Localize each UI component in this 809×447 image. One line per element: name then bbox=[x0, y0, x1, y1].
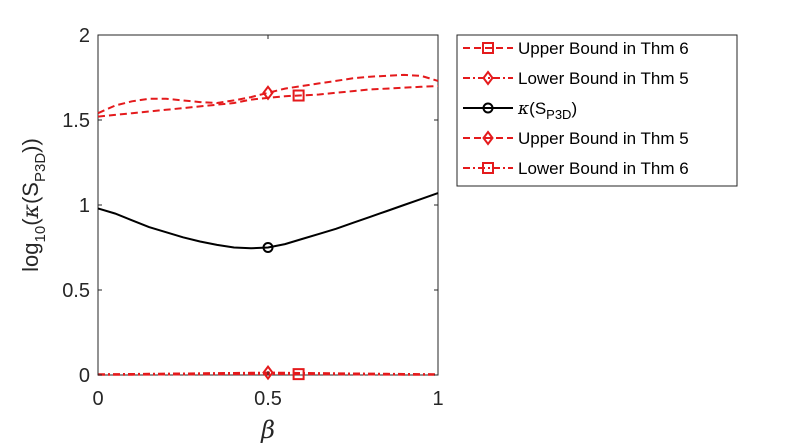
legend-marker bbox=[482, 42, 494, 54]
ylabel-kappa: κ bbox=[19, 203, 44, 219]
series-4 bbox=[97, 73, 439, 115]
series-marker bbox=[292, 368, 305, 381]
legend-label: κ(SP3D) bbox=[517, 99, 577, 122]
series-3 bbox=[97, 192, 439, 253]
x-axis-label: β bbox=[260, 416, 275, 444]
y-tick-label: 1 bbox=[79, 195, 90, 217]
x-tick-label: 0.5 bbox=[254, 388, 282, 410]
y-tick-label: 0.5 bbox=[62, 280, 90, 302]
series-marker bbox=[262, 85, 274, 101]
legend-entry: Lower Bound in Thm 5 bbox=[463, 69, 689, 88]
x-tick-label: 1 bbox=[432, 388, 443, 410]
legend-entry: κ(SP3D) bbox=[463, 99, 577, 122]
series-marker bbox=[262, 364, 274, 381]
ylabel-log: log bbox=[18, 242, 43, 271]
series-marker bbox=[262, 242, 274, 253]
y-tick-label: 1.5 bbox=[62, 110, 90, 132]
series-marker bbox=[292, 89, 305, 102]
y-tick-label: 2 bbox=[79, 25, 90, 47]
legend: Upper Bound in Thm 6 Lower Bound in Thm 5… bbox=[456, 34, 738, 187]
ylabel-subp3d: P3D bbox=[32, 153, 49, 182]
x-tick-label: 0 bbox=[92, 388, 103, 410]
legend-label: Upper Bound in Thm 5 bbox=[518, 129, 689, 148]
ylabel-s: (S bbox=[18, 182, 43, 204]
legend-entry: Upper Bound in Thm 5 bbox=[463, 129, 689, 148]
ylabel-close: )) bbox=[18, 138, 43, 153]
legend-entries: Upper Bound in Thm 6 Lower Bound in Thm 5… bbox=[463, 39, 689, 178]
legend-label: Lower Bound in Thm 5 bbox=[518, 69, 689, 88]
plot-area bbox=[97, 34, 439, 376]
legend-marker bbox=[482, 162, 494, 174]
ylabel-paren: ( bbox=[18, 218, 43, 226]
legend-marker bbox=[482, 130, 494, 146]
legend-entry: Upper Bound in Thm 6 bbox=[463, 39, 689, 58]
legend-label: Lower Bound in Thm 6 bbox=[518, 159, 689, 178]
series-line bbox=[97, 73, 439, 115]
legend-label: Upper Bound in Thm 6 bbox=[518, 39, 689, 58]
legend-entry: Lower Bound in Thm 6 bbox=[463, 159, 689, 178]
series-line bbox=[97, 192, 439, 250]
legend-box bbox=[456, 34, 738, 187]
axes-layer: 0 0.5 1 0 0.5 1 1.5 2 bbox=[62, 25, 443, 410]
legend-marker bbox=[482, 102, 494, 114]
ylabel-sub10: 10 bbox=[32, 226, 49, 243]
y-axis-label: log10(κ(SP3D)) bbox=[18, 138, 49, 272]
legend-marker bbox=[482, 70, 494, 86]
y-tick-label: 0 bbox=[79, 365, 90, 387]
